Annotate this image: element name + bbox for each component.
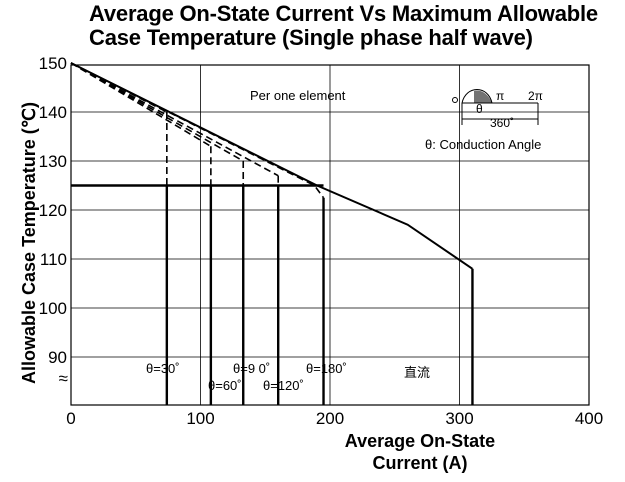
chart-title-line-2: Case Temperature (Single phase half wave… [89, 25, 533, 50]
chart-title-line-1: Average On-State Current Vs Maximum Allo… [89, 1, 598, 26]
inset-half-wave [461, 89, 493, 104]
series-curve-4 [70, 62, 325, 199]
series-label-5: 直流 [404, 365, 430, 380]
axis-break-symbol: ≈ [59, 369, 68, 388]
inset-origin-marker [452, 97, 458, 103]
y-tick-label: 140 [39, 103, 67, 122]
annotation-conduction-angle: θ: Conduction Angle [425, 137, 541, 152]
x-tick-label: 200 [316, 409, 344, 428]
x-tick-label: 0 [66, 409, 75, 428]
series-curve-5 [70, 62, 474, 270]
x-tick-label: 400 [575, 409, 603, 428]
annotation-per-element: Per one element [250, 88, 346, 103]
y-tick-label: 150 [39, 54, 67, 73]
inset-360-label: 360˚ [490, 116, 514, 130]
series-label-4: θ=180˚ [306, 361, 347, 376]
series-curve-3 [70, 62, 279, 177]
series-label-1: θ=60˚ [208, 378, 242, 393]
chart-title: Average On-State Current Vs Maximum Allo… [89, 2, 619, 50]
x-axis-label-line-1: Average On-State [344, 431, 496, 451]
inset-hatched-area [474, 90, 492, 103]
x-axis-label: Average On-State Current (A) [310, 430, 530, 474]
inset-2pi-label: 2π [528, 89, 543, 103]
plot-frame [70, 64, 590, 406]
y-tick-label: 100 [39, 299, 67, 318]
series-label-3: θ=120˚ [263, 378, 304, 393]
inset-pi-label: π [496, 89, 504, 103]
y-tick-label: 90 [48, 348, 67, 367]
x-axis-label-line-2: Current (A) [372, 453, 468, 473]
y-tick-label: 120 [39, 201, 67, 220]
inset-theta-label: θ [476, 102, 483, 116]
y-tick-label: 110 [40, 250, 67, 269]
x-tick-label: 100 [186, 409, 214, 428]
series-label-2: θ=9 0˚ [233, 361, 270, 376]
x-tick-label: 300 [445, 409, 473, 428]
series-label-0: θ=30˚ [146, 361, 180, 376]
y-tick-label: 130 [39, 152, 67, 171]
